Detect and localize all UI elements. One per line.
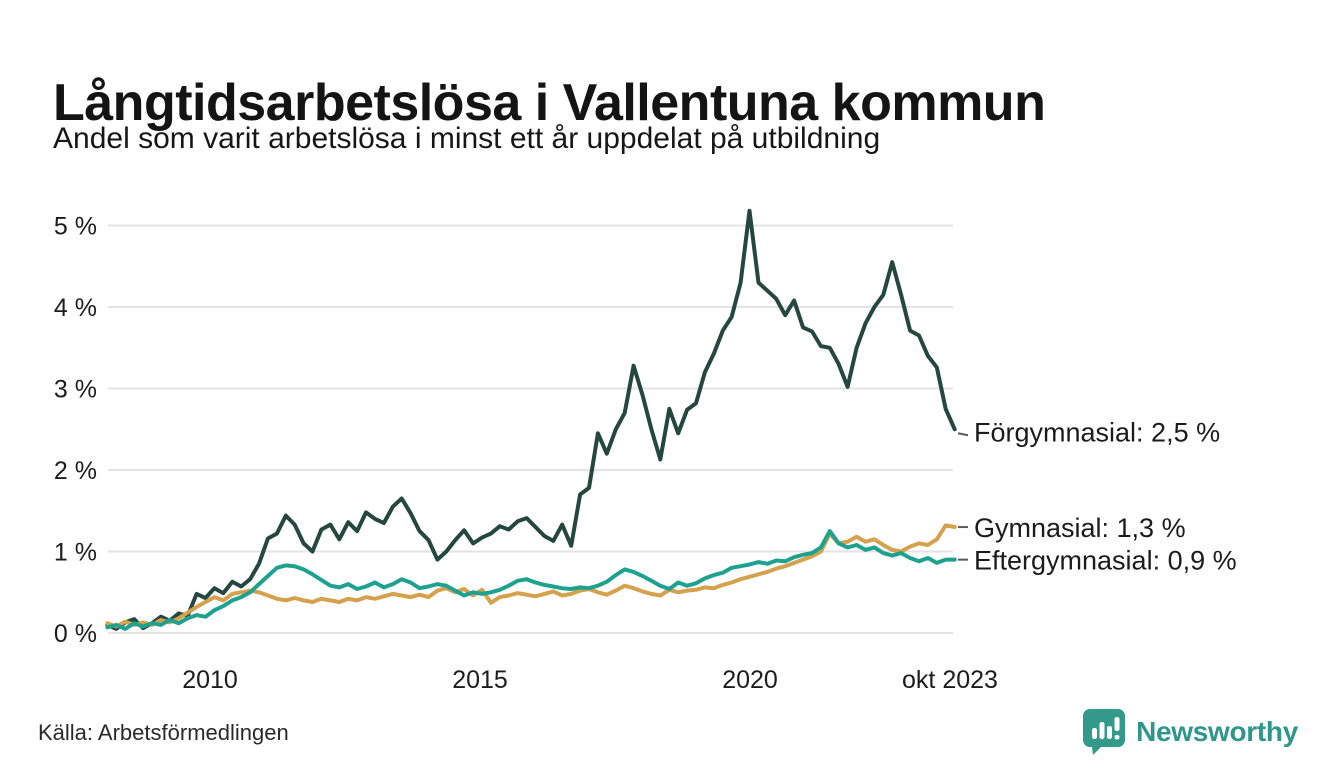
series-line-förgymnasial [105,208,957,631]
page-title: Långtidsarbetslösa i Vallentuna kommun [53,73,1046,132]
y-axis-tick-label: 1 % [54,539,97,567]
y-axis-tick-label: 3 % [54,376,97,404]
series-end-label: Förgymnasial: 2,5 % [974,417,1220,447]
source-note: Källa: Arbetsförmedlingen [38,720,289,745]
x-axis-tick-label: okt 2023 [902,666,998,694]
brand-logo: Newsworthy [1082,708,1298,756]
x-axis-tick-label: 2010 [182,666,238,694]
chart-subtitle: Andel som varit arbetslösa i minst ett å… [53,122,881,155]
bar-chart-speech-bubble-icon [1082,708,1126,756]
series-line-eftergymnasial [105,529,957,631]
x-axis-tick-label: 2020 [722,666,778,694]
series-end-label: Eftergymnasial: 0,9 % [974,546,1237,576]
label-connector-dash [957,432,969,437]
y-axis-tick-label: 5 % [54,213,97,241]
brand-wordmark: Newsworthy [1136,716,1298,747]
x-axis-tick-label: 2015 [452,666,508,694]
y-axis-tick-label: 2 % [54,457,97,485]
series-end-label: Gymnasial: 1,3 % [974,513,1186,543]
y-axis-tick-label: 4 % [54,294,97,322]
series-line-gymnasial [105,523,957,629]
y-axis-tick-label: 0 % [54,620,97,648]
